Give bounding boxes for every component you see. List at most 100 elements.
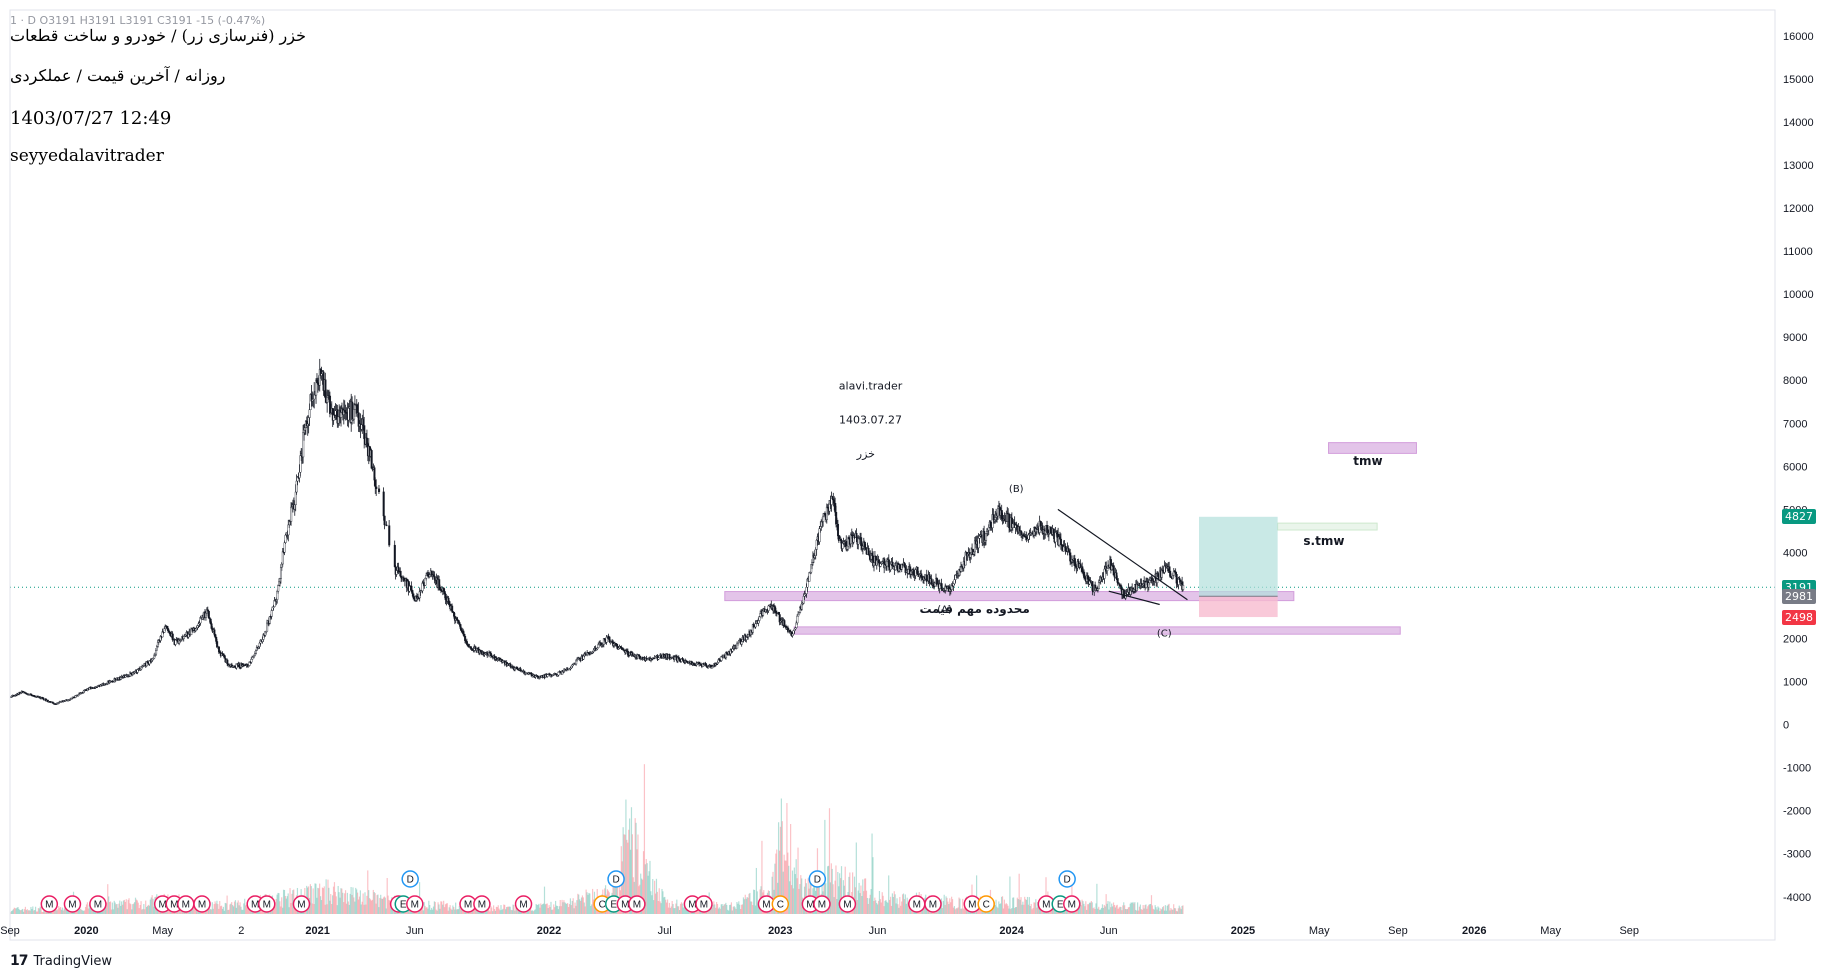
volume-bar	[1105, 894, 1107, 914]
marker-letter: M	[464, 900, 472, 911]
volume-bar	[1025, 899, 1028, 914]
tradingview-logo[interactable]: 17 TradingView	[10, 953, 112, 969]
volume-bar	[717, 908, 720, 914]
marker-circle	[258, 895, 276, 913]
marker-letter: M	[843, 900, 851, 911]
volume-bar	[736, 901, 738, 914]
marker-letter: M	[263, 900, 271, 911]
volume-bar	[373, 891, 375, 914]
volume-bar	[875, 900, 877, 914]
volume-bar	[542, 903, 545, 914]
x-tick-label: 2026	[1462, 925, 1486, 937]
marker-letter: D	[407, 875, 414, 886]
volume-bar	[901, 894, 904, 914]
volume-bar	[1124, 905, 1126, 914]
trend-lines[interactable]	[1057, 508, 1188, 606]
volume-bar	[643, 764, 646, 914]
volume-bar	[208, 907, 210, 914]
volume-bar	[218, 908, 220, 914]
long-position-tool[interactable]	[1199, 516, 1278, 618]
volume-bar	[346, 892, 349, 914]
marker-circle	[607, 870, 625, 888]
volume-bar	[291, 893, 293, 914]
volume-bar	[782, 871, 784, 914]
volume-bar	[15, 908, 17, 914]
volume-bar	[33, 910, 35, 914]
event-markers[interactable]: MMMMMMMMMMMEMDMMMCEMDMMMMCMMDMMMMCMEMD	[40, 870, 1081, 913]
volume-bar	[326, 904, 328, 914]
volume-bar	[10, 912, 12, 914]
volume-bar	[1126, 909, 1129, 914]
candle-body	[308, 409, 311, 418]
volume-bar	[864, 878, 866, 914]
volume-bar	[992, 906, 994, 914]
volume-bar	[368, 890, 370, 914]
volume-bar	[1023, 904, 1025, 914]
volume-bar	[948, 903, 950, 914]
volume-bar	[52, 911, 54, 914]
candle-body	[716, 662, 719, 665]
volume-bar	[1001, 896, 1004, 914]
volume-bar	[1013, 908, 1016, 914]
volume-bar	[573, 908, 575, 914]
volume-bar	[512, 904, 514, 914]
volume-bar	[893, 891, 895, 914]
volume-bar	[1006, 904, 1008, 914]
volume-bar	[431, 907, 433, 914]
volume-bar	[1176, 911, 1178, 914]
marker-letter: M	[411, 900, 419, 911]
volume-bar	[81, 910, 83, 914]
volume-bar	[895, 903, 897, 914]
volume-bar	[1036, 907, 1038, 914]
volume-bar	[721, 904, 723, 914]
volume-bar	[976, 875, 978, 914]
volume-bar	[340, 888, 342, 914]
volume-bar	[659, 901, 661, 914]
volume-bar	[629, 849, 632, 914]
volume-bar	[891, 893, 894, 914]
marker-letter: E	[1057, 900, 1064, 911]
volume-bar	[457, 909, 460, 914]
marker-letter: M	[297, 900, 305, 911]
volume-bar	[873, 901, 875, 914]
volume-bar	[1107, 901, 1109, 914]
volume-bar	[1135, 909, 1137, 914]
axes[interactable]: 1600015000140001300012000110001000090008…	[0, 9, 1814, 941]
volume-bar	[88, 904, 90, 914]
volume-bar	[1143, 908, 1145, 914]
volume-bar	[213, 904, 215, 914]
marker-letter: M	[45, 900, 53, 911]
volume-bar	[951, 896, 953, 914]
volume-bar	[654, 880, 656, 914]
candle-body	[283, 542, 286, 553]
marker-letter: M	[700, 900, 708, 911]
volume-bar	[1125, 909, 1128, 914]
volume-bar	[1111, 903, 1113, 914]
x-tick-label: Jun	[1100, 925, 1118, 937]
volume-bar	[889, 896, 892, 914]
volume-bar	[377, 894, 379, 914]
volume-bar	[1106, 903, 1108, 914]
volume-bar	[505, 907, 508, 914]
volume-bar	[140, 901, 142, 914]
volume-bar	[778, 850, 781, 914]
volume-bar	[747, 897, 749, 914]
volume-bar	[1177, 908, 1179, 914]
marker-letter: M	[1042, 900, 1050, 911]
volume-bar	[486, 908, 488, 914]
volume-bar	[434, 901, 436, 914]
volume-bar	[780, 798, 782, 914]
volume-bar	[718, 907, 720, 914]
volume-bar	[1112, 906, 1114, 914]
volume-bar	[55, 905, 57, 914]
volume-bar	[220, 906, 222, 914]
volume-bar	[387, 895, 389, 914]
volume-bar	[951, 899, 954, 914]
volume-bar	[647, 875, 649, 914]
volume-bar	[320, 900, 323, 914]
x-tick-label: May	[152, 925, 173, 937]
volume-bar	[628, 829, 630, 914]
volume-bar	[1012, 897, 1014, 914]
chart-annotations[interactable]: (B) (A) (C) alavi.trader 1403.07.27 خزر tmw s.t…	[839, 380, 1383, 640]
